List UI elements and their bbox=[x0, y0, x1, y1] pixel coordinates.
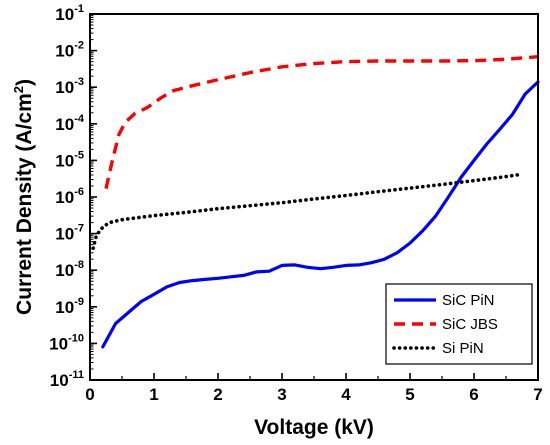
y-tick-base: 10 bbox=[55, 115, 74, 134]
y-tick-base: 10 bbox=[55, 298, 74, 317]
x-tick-label: 4 bbox=[341, 385, 351, 404]
legend: SiC PiN SiC JBS Si PiN bbox=[385, 283, 533, 365]
x-tick-label: 1 bbox=[149, 385, 158, 404]
y-tick-label: 10-8 bbox=[55, 259, 84, 280]
y-tick-exp: -1 bbox=[74, 3, 84, 15]
series-line-si-pin bbox=[91, 172, 524, 250]
y-axis-title-main: Current Density (A/cm bbox=[13, 93, 36, 315]
y-axis-title-end: ) bbox=[13, 79, 36, 86]
y-tick-label: 10-7 bbox=[55, 223, 84, 244]
x-axis: 0 1 2 3 4 5 6 7 bbox=[85, 373, 543, 404]
series-line-sic-jbs bbox=[104, 55, 539, 189]
y-tick-base: 10 bbox=[55, 42, 74, 61]
x-tick-label: 6 bbox=[469, 385, 478, 404]
legend-label: SiC JBS bbox=[442, 316, 498, 333]
x-tick-label: 5 bbox=[405, 385, 414, 404]
y-tick-label: 10-4 bbox=[55, 113, 85, 134]
legend-box bbox=[385, 283, 533, 365]
y-tick-exp: -4 bbox=[74, 113, 85, 125]
y-tick-base: 10 bbox=[55, 225, 74, 244]
y-tick-exp: -8 bbox=[74, 259, 84, 271]
y-tick-exp: -3 bbox=[74, 76, 84, 88]
y-tick-exp: -7 bbox=[74, 223, 84, 235]
y-tick-exp: -11 bbox=[69, 369, 84, 381]
y-tick-base: 10 bbox=[55, 261, 74, 280]
y-tick-exp: -10 bbox=[68, 332, 84, 344]
y-tick-label: 10-10 bbox=[49, 332, 84, 353]
y-tick-label: 10-5 bbox=[55, 149, 84, 170]
y-axis-title-sup: 2 bbox=[11, 86, 26, 93]
y-tick-label: 10-3 bbox=[55, 76, 84, 97]
y-tick-label: 10-6 bbox=[55, 186, 84, 207]
x-tick-label: 0 bbox=[85, 385, 94, 404]
y-tick-exp: -2 bbox=[74, 40, 84, 52]
x-tick-label: 2 bbox=[213, 385, 222, 404]
y-axis: 10-1110-1010-910-810-710-610-510-410-310… bbox=[49, 3, 97, 390]
legend-label: SiC PiN bbox=[442, 292, 495, 309]
y-tick-base: 10 bbox=[49, 334, 68, 353]
x-tick-label: 3 bbox=[277, 385, 286, 404]
y-tick-label: 10-11 bbox=[50, 369, 84, 390]
y-tick-exp: -5 bbox=[74, 149, 84, 161]
y-tick-label: 10-9 bbox=[55, 296, 84, 317]
y-tick-base: 10 bbox=[50, 371, 69, 390]
y-tick-base: 10 bbox=[55, 151, 74, 170]
y-tick-base: 10 bbox=[55, 5, 74, 24]
y-tick-label: 10-2 bbox=[55, 40, 84, 61]
y-tick-base: 10 bbox=[55, 78, 74, 97]
series-line-sic-pin bbox=[101, 80, 540, 349]
y-tick-label: 10-1 bbox=[55, 3, 84, 24]
x-tick-label: 7 bbox=[533, 385, 542, 404]
y-tick-exp: -9 bbox=[74, 296, 84, 308]
series-layer bbox=[91, 55, 540, 349]
legend-label: Si PiN bbox=[442, 340, 484, 357]
y-axis-title: Current Density (A/cm2) bbox=[11, 79, 36, 315]
y-tick-exp: -6 bbox=[74, 186, 84, 198]
x-axis-title: Voltage (kV) bbox=[254, 416, 374, 439]
y-tick-base: 10 bbox=[55, 188, 74, 207]
